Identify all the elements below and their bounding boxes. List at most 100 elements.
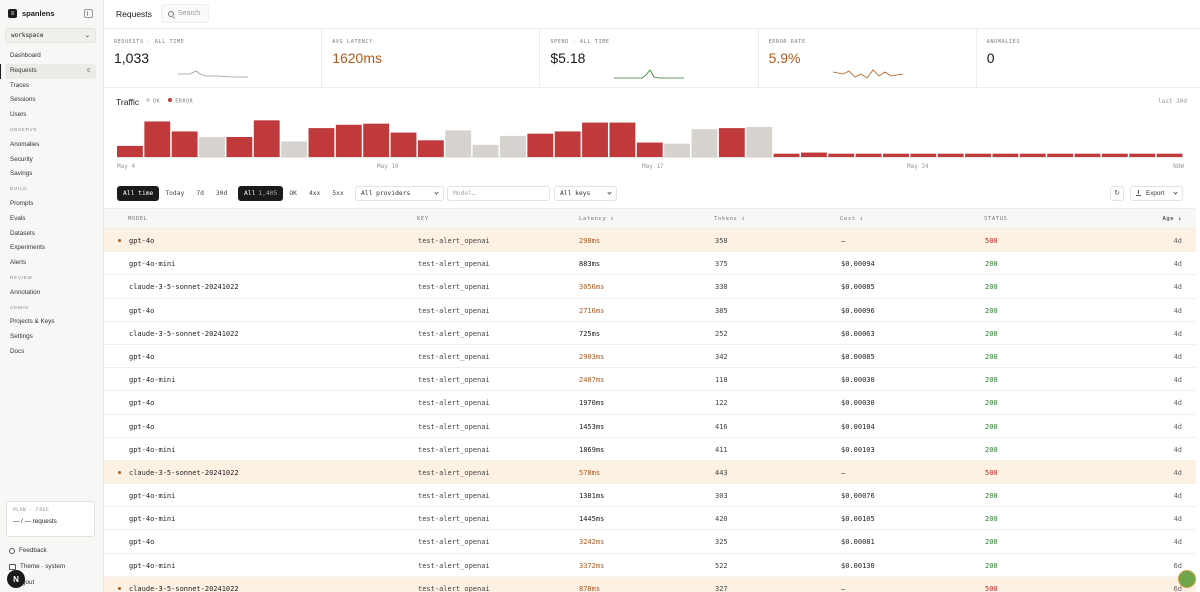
sidebar-item-sessions[interactable]: Sessions: [10, 96, 36, 104]
sidebar-item-savings[interactable]: Savings: [10, 170, 33, 178]
model-filter-input[interactable]: [447, 186, 550, 201]
table-row[interactable]: gpt-4o-mini test-alert_openai 883ms 375 $0.0…: [104, 252, 1196, 276]
status-filter-4xx[interactable]: 4xx: [308, 190, 321, 197]
table-row[interactable]: gpt-4o-mini test-alert_openai 1869ms 411 $0.…: [104, 438, 1196, 461]
time-filter-7d[interactable]: 7d: [196, 190, 204, 197]
table-row[interactable]: gpt-4o-mini test-alert_openai 3372ms 522 $0.…: [104, 554, 1196, 577]
traffic-bar[interactable]: [664, 143, 691, 157]
traffic-bar[interactable]: [554, 131, 581, 157]
traffic-bar[interactable]: [171, 131, 198, 157]
traffic-bar[interactable]: [281, 141, 308, 157]
time-filter-30d[interactable]: 30d: [215, 190, 228, 197]
traffic-bar[interactable]: [1156, 153, 1183, 157]
sidebar-item-dashboard[interactable]: Dashboard: [10, 52, 41, 59]
sidebar-item-docs[interactable]: Docs: [10, 347, 25, 355]
sidebar-item-traces[interactable]: Traces: [10, 81, 30, 89]
traffic-bar[interactable]: [144, 121, 171, 157]
table-row[interactable]: claude-3-5-sonnet-20241022 test-alert_ope…: [104, 460, 1196, 485]
sidebar-item-datasets[interactable]: Datasets: [10, 229, 35, 237]
logout-link[interactable]: Logout: [15, 579, 34, 586]
sidebar-item-prompts[interactable]: Prompts: [10, 199, 34, 207]
sidebar-item-requests[interactable]: Requests 6: [0, 63, 96, 79]
traffic-bar[interactable]: [199, 137, 225, 157]
table-row[interactable]: gpt-4o test-alert_openai 298ms 358 — 500 4d: [104, 229, 1196, 253]
col-age[interactable]: Age ↓: [1162, 216, 1182, 222]
status-filter-ok[interactable]: OK: [289, 190, 297, 197]
table-row[interactable]: gpt-4o test-alert_openai 3242ms 325 $0.00081…: [104, 530, 1196, 554]
workspace-switcher[interactable]: workspace ⌄: [5, 28, 96, 43]
status-filter-all[interactable]: All 1,405: [238, 186, 284, 201]
traffic-bar[interactable]: [691, 129, 718, 157]
table-row[interactable]: gpt-4o test-alert_openai 2716ms 385 $0.00096…: [104, 299, 1196, 322]
traffic-bar[interactable]: [800, 152, 827, 157]
refresh-button[interactable]: ↻: [1110, 186, 1124, 201]
sidebar-item-experiments[interactable]: Experiments: [10, 244, 45, 252]
avatar[interactable]: N: [7, 570, 25, 588]
col-tokens[interactable]: Tokens ↕: [714, 216, 746, 222]
provider-select[interactable]: All providers: [355, 186, 444, 201]
traffic-bar[interactable]: [1019, 153, 1046, 157]
sidebar-item-projects-keys[interactable]: Projects & Keys: [10, 318, 55, 326]
traffic-bar[interactable]: [1101, 153, 1128, 157]
traffic-bar[interactable]: [910, 153, 937, 157]
time-filter-today[interactable]: Today: [165, 190, 185, 197]
table-row[interactable]: gpt-4o test-alert_openai 1970ms 122 $0.00030…: [104, 391, 1196, 415]
cell-latency: 3056ms: [579, 283, 605, 292]
table-row[interactable]: gpt-4o-mini test-alert_openai 1445ms 420 $0.…: [104, 507, 1196, 531]
traffic-bar[interactable]: [773, 153, 800, 157]
traffic-bar[interactable]: [253, 120, 280, 157]
sidebar-item-evals[interactable]: Evals: [10, 214, 26, 222]
traffic-bar[interactable]: [992, 153, 1019, 157]
traffic-bar[interactable]: [883, 153, 909, 157]
traffic-bar[interactable]: [417, 140, 444, 157]
status-filter-5xx[interactable]: 5xx: [332, 190, 344, 197]
sidebar-item-users[interactable]: Users: [10, 111, 27, 119]
sidebar-collapse-icon[interactable]: [84, 9, 93, 18]
traffic-bar[interactable]: [390, 132, 417, 157]
table-row[interactable]: gpt-4o test-alert_openai 1453ms 416 $0.00104…: [104, 415, 1196, 438]
traffic-bar[interactable]: [855, 153, 882, 157]
sidebar-item-annotation[interactable]: Annotation: [10, 288, 41, 296]
traffic-bar[interactable]: [527, 133, 554, 157]
traffic-bar[interactable]: [308, 128, 335, 157]
traffic-bar[interactable]: [472, 144, 499, 157]
traffic-bar[interactable]: [582, 122, 608, 157]
traffic-bar[interactable]: [828, 153, 855, 157]
traffic-bar[interactable]: [500, 135, 526, 157]
traffic-bar[interactable]: [226, 137, 253, 157]
keys-select[interactable]: All keys: [554, 186, 617, 201]
traffic-bar[interactable]: [609, 122, 636, 157]
theme-toggle[interactable]: Theme · system: [9, 563, 65, 570]
col-cost[interactable]: Cost ↕: [840, 216, 864, 222]
table-row[interactable]: claude-3-5-sonnet-20241022 test-alert_ope…: [104, 322, 1196, 345]
traffic-bar[interactable]: [363, 123, 390, 157]
col-latency[interactable]: Latency ↕: [579, 216, 615, 222]
table-row[interactable]: gpt-4o-mini test-alert_openai 2487ms 118 $0.…: [104, 368, 1196, 392]
traffic-bar[interactable]: [937, 153, 964, 157]
search-box[interactable]: Search: [161, 4, 209, 23]
sidebar-item-security[interactable]: Security: [10, 155, 33, 163]
sidebar-item-settings[interactable]: Settings: [10, 333, 33, 341]
traffic-bar[interactable]: [445, 130, 472, 157]
table-row[interactable]: claude-3-5-sonnet-20241022 test-alert_ope…: [104, 576, 1196, 592]
traffic-bar[interactable]: [718, 128, 745, 157]
traffic-bar[interactable]: [1129, 153, 1156, 157]
feedback-link[interactable]: Feedback: [9, 547, 47, 554]
assistant-launcher-icon[interactable]: [1178, 570, 1196, 588]
brand[interactable]: ≡ spanlens: [8, 9, 55, 18]
cell-key: test-alert_openai: [418, 352, 490, 361]
traffic-bar[interactable]: [636, 142, 663, 157]
traffic-bar[interactable]: [746, 127, 773, 157]
sidebar-item-anomalies[interactable]: Anomalies: [10, 140, 40, 148]
table-row[interactable]: claude-3-5-sonnet-20241022 test-alert_ope…: [104, 275, 1196, 299]
time-filter-all[interactable]: All time: [117, 186, 160, 201]
traffic-bar[interactable]: [335, 124, 362, 157]
table-row[interactable]: gpt-4o test-alert_openai 2903ms 342 $0.00085…: [104, 345, 1196, 369]
traffic-bar[interactable]: [1047, 153, 1074, 157]
table-row[interactable]: gpt-4o-mini test-alert_openai 1381ms 303 $0.…: [104, 484, 1196, 508]
traffic-bar[interactable]: [1074, 153, 1101, 157]
export-button[interactable]: Export: [1130, 186, 1183, 201]
traffic-bar[interactable]: [117, 145, 143, 157]
traffic-bar[interactable]: [965, 153, 991, 157]
sidebar-item-alerts[interactable]: Alerts: [10, 259, 27, 267]
